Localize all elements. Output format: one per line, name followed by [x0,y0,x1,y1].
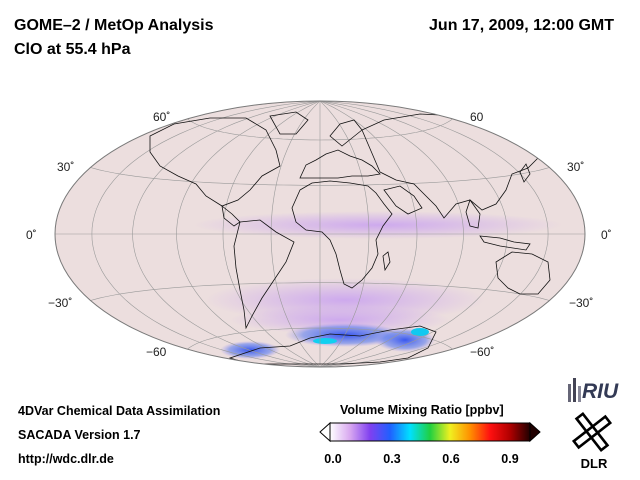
europe-coast [299,149,381,179]
australia-coast [495,251,551,295]
colorbar-tick-2: 0.6 [442,452,460,466]
tropical-band-north [193,211,563,239]
lat-label-right-minus30: −30˚ [569,296,594,310]
lat-label-left-minus30: −30˚ [48,296,73,310]
map-subtitle: ClO at 55.4 hPa [14,41,131,58]
lat-label-right-minus60: −60˚ [470,345,495,359]
lat-label-left-0: 0˚ [26,228,37,242]
globe-outline [54,100,586,368]
lat-label-right-0: 0˚ [601,228,612,242]
lat-label-left-30: 30˚ [57,160,75,174]
arabia-coast [383,185,423,215]
antarctica-coast [228,325,437,365]
colorbar-tick-0: 0.0 [324,452,342,466]
colorbar-gradient [329,422,531,442]
graticule [55,101,585,367]
greenland-coast [269,111,309,135]
central-america-coast [221,205,241,227]
colorbar-tick-1: 0.3 [383,452,401,466]
colorbar [319,421,541,443]
colorbar-title: Volume Mixing Ratio [ppbv] [340,403,504,417]
lat-label-left-minus60: −60 [146,345,167,359]
lat-label-left-60: 60˚ [153,110,171,124]
parallel-line [90,282,550,301]
parallel-line [187,327,453,350]
japan-coast [519,163,531,183]
lat-label-right-30: 30˚ [567,160,585,174]
madagascar-coast [382,251,391,272]
dlr-logo: DLR [571,411,613,471]
riu-logo-text: RIU [582,380,619,403]
africa-coast [291,180,393,289]
analysis-datetime: Jun 17, 2009, 12:00 GMT [429,17,614,34]
colorbar-under-arrow [319,421,331,443]
antarctic-peak-east [411,328,429,336]
parallel-line [90,167,550,186]
indonesia-coast [479,235,531,251]
riu-logo: RIU [568,378,619,403]
lat-label-right-60: 60 [470,110,484,124]
footer-method: 4DVar Chemical Data Assimilation [18,404,221,418]
footer-version: SACADA Version 1.7 [18,428,141,442]
indochina-coast [465,199,481,229]
clo-field [55,101,585,367]
antarctic-peak [313,338,337,344]
parallel-line [187,118,453,141]
south-america-coast [233,219,295,330]
footer-url[interactable]: http://wdc.dlr.de [18,452,114,466]
dlr-logo-text: DLR [581,456,608,471]
north-america-coast [149,117,281,207]
world-map [54,100,586,368]
colorbar-over-arrow [529,421,541,443]
colorbar-tick-3: 0.9 [501,452,519,466]
map-title: GOME–2 / MetOp Analysis [14,17,214,34]
